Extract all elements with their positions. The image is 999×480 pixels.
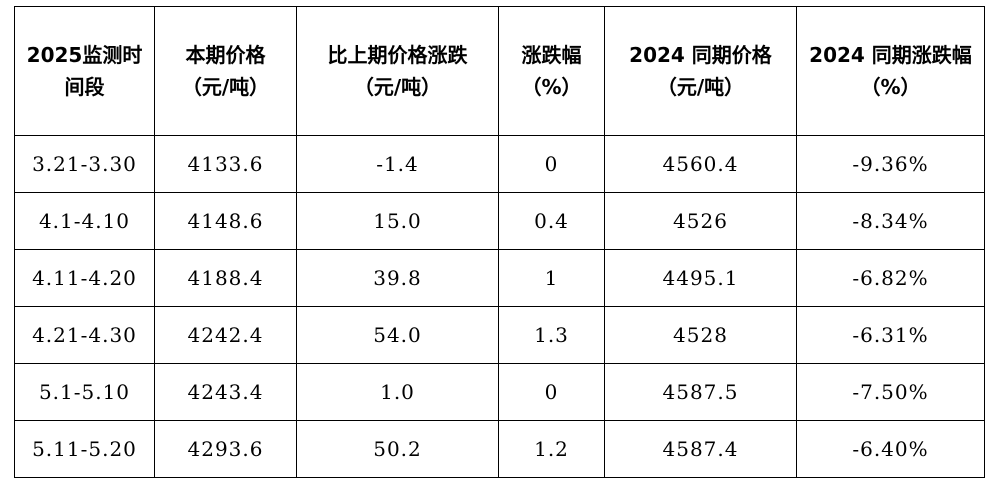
table-row: 5.11-5.20 4293.6 50.2 1.2 4587.4 -6.40% bbox=[14, 420, 985, 478]
header-current-price: 本期价格 （元/吨） bbox=[154, 6, 297, 136]
cell-change-rate: 0 bbox=[498, 363, 605, 421]
price-monitoring-table: 2025监测时 间段 本期价格 （元/吨） 比上期价格涨跌 （元/吨） 涨跌幅 … bbox=[14, 6, 985, 478]
table-row: 4.1-4.10 4148.6 15.0 0.4 4526 -8.34% bbox=[14, 192, 985, 250]
cell-period: 3.21-3.30 bbox=[14, 135, 155, 193]
cell-period: 4.21-4.30 bbox=[14, 306, 155, 364]
cell-2024-change-rate: -6.40% bbox=[796, 420, 985, 478]
cell-2024-change-rate: -9.36% bbox=[796, 135, 985, 193]
cell-current-price: 4188.4 bbox=[154, 249, 297, 307]
cell-2024-price: 4528 bbox=[604, 306, 797, 364]
cell-2024-price: 4495.1 bbox=[604, 249, 797, 307]
cell-price-change: 39.8 bbox=[296, 249, 499, 307]
cell-period: 4.11-4.20 bbox=[14, 249, 155, 307]
cell-period: 4.1-4.10 bbox=[14, 192, 155, 250]
cell-2024-price: 4587.5 bbox=[604, 363, 797, 421]
table-row: 3.21-3.30 4133.6 -1.4 0 4560.4 -9.36% bbox=[14, 135, 985, 193]
cell-price-change: 54.0 bbox=[296, 306, 499, 364]
cell-current-price: 4293.6 bbox=[154, 420, 297, 478]
price-table-container: 2025监测时 间段 本期价格 （元/吨） 比上期价格涨跌 （元/吨） 涨跌幅 … bbox=[14, 6, 985, 478]
table-row: 5.1-5.10 4243.4 1.0 0 4587.5 -7.50% bbox=[14, 363, 985, 421]
cell-2024-price: 4526 bbox=[604, 192, 797, 250]
cell-period: 5.1-5.10 bbox=[14, 363, 155, 421]
table-row: 4.11-4.20 4188.4 39.8 1 4495.1 -6.82% bbox=[14, 249, 985, 307]
table-row: 4.21-4.30 4242.4 54.0 1.3 4528 -6.31% bbox=[14, 306, 985, 364]
cell-period: 5.11-5.20 bbox=[14, 420, 155, 478]
cell-current-price: 4148.6 bbox=[154, 192, 297, 250]
cell-2024-price: 4560.4 bbox=[604, 135, 797, 193]
table-header-row: 2025监测时 间段 本期价格 （元/吨） 比上期价格涨跌 （元/吨） 涨跌幅 … bbox=[14, 6, 985, 136]
header-period: 2025监测时 间段 bbox=[14, 6, 155, 136]
cell-current-price: 4133.6 bbox=[154, 135, 297, 193]
cell-change-rate: 1.3 bbox=[498, 306, 605, 364]
header-price-change: 比上期价格涨跌 （元/吨） bbox=[296, 6, 499, 136]
cell-price-change: 50.2 bbox=[296, 420, 499, 478]
cell-2024-change-rate: -6.82% bbox=[796, 249, 985, 307]
cell-change-rate: 0 bbox=[498, 135, 605, 193]
cell-2024-price: 4587.4 bbox=[604, 420, 797, 478]
header-2024-price: 2024 同期价格 （元/吨） bbox=[604, 6, 797, 136]
cell-current-price: 4242.4 bbox=[154, 306, 297, 364]
cell-change-rate: 1.2 bbox=[498, 420, 605, 478]
cell-current-price: 4243.4 bbox=[154, 363, 297, 421]
cell-change-rate: 1 bbox=[498, 249, 605, 307]
cell-price-change: 1.0 bbox=[296, 363, 499, 421]
cell-2024-change-rate: -7.50% bbox=[796, 363, 985, 421]
cell-price-change: 15.0 bbox=[296, 192, 499, 250]
cell-2024-change-rate: -8.34% bbox=[796, 192, 985, 250]
cell-change-rate: 0.4 bbox=[498, 192, 605, 250]
header-2024-change-rate: 2024 同期涨跌幅 （%） bbox=[796, 6, 985, 136]
cell-price-change: -1.4 bbox=[296, 135, 499, 193]
header-change-rate: 涨跌幅 （%） bbox=[498, 6, 605, 136]
cell-2024-change-rate: -6.31% bbox=[796, 306, 985, 364]
